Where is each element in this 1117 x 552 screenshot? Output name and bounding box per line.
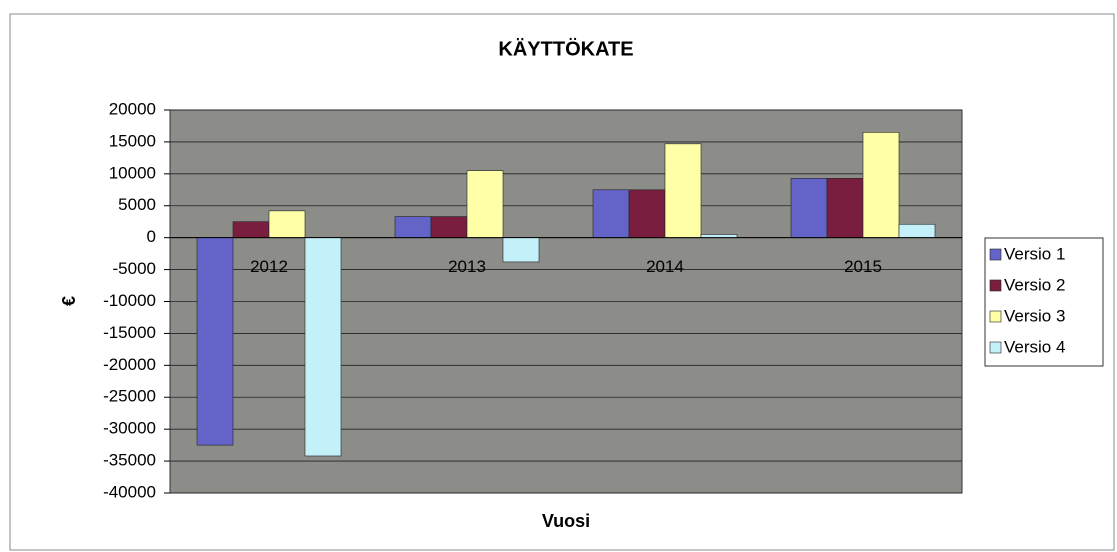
bar	[268, 210, 306, 238]
y-tick-label: 10000	[109, 163, 156, 182]
legend-label: Versio 2	[1004, 275, 1065, 294]
y-tick-label: -10000	[103, 291, 156, 310]
legend-label: Versio 4	[1004, 337, 1065, 356]
bar	[430, 216, 468, 238]
y-tick-label: 15000	[109, 131, 156, 150]
bar	[232, 221, 270, 238]
chart-title: KÄYTTÖKATE	[498, 37, 633, 60]
y-tick-label: 20000	[109, 99, 156, 118]
legend-box	[984, 237, 1104, 367]
legend-swatch	[989, 341, 1002, 354]
bar	[304, 237, 342, 457]
legend-swatch	[989, 248, 1002, 261]
legend-swatch	[989, 310, 1002, 323]
bar	[502, 237, 540, 263]
x-tick-label: 2013	[448, 257, 486, 276]
x-tick-label: 2015	[844, 257, 882, 276]
bar	[862, 132, 900, 238]
bar	[628, 189, 666, 238]
x-axis-label: Vuosi	[542, 511, 590, 531]
bar	[394, 216, 432, 238]
y-tick-label: -15000	[103, 323, 156, 342]
bar	[466, 170, 504, 238]
x-tick-label: 2014	[646, 257, 684, 276]
y-tick-label: -20000	[103, 355, 156, 374]
y-tick-label: -25000	[103, 387, 156, 406]
bar	[898, 223, 936, 238]
legend-label: Versio 3	[1004, 306, 1065, 325]
bar	[592, 189, 630, 238]
y-tick-label: 5000	[118, 195, 156, 214]
bar	[196, 237, 234, 446]
x-tick-label: 2012	[250, 257, 288, 276]
legend-label: Versio 1	[1004, 244, 1065, 263]
bar	[664, 143, 702, 238]
bar	[826, 178, 864, 238]
y-tick-label: -5000	[113, 259, 156, 278]
y-tick-label: -40000	[103, 482, 156, 501]
bar	[790, 178, 828, 238]
y-tick-label: -30000	[103, 419, 156, 438]
y-tick-label: -35000	[103, 451, 156, 470]
legend-swatch	[989, 279, 1002, 292]
y-axis-label: €	[59, 296, 79, 306]
y-tick-label: 0	[147, 227, 156, 246]
